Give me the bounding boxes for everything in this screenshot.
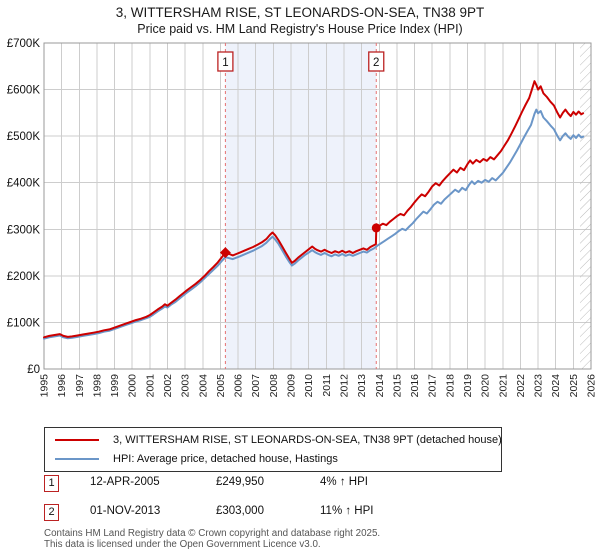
sale-date: 12-APR-2005 [90,476,160,488]
sale-annotation-row: 2 01-NOV-2013 £303,000 11% ↑ HPI [44,503,564,532]
sale-number-text-2: 2 [373,57,379,69]
sale-number-text-1: 1 [222,57,228,69]
x-tick-label: 2014 [374,374,386,398]
footer-line1: Contains HM Land Registry data © Crown c… [44,528,381,539]
price-paid-line [43,80,585,339]
y-tick-label: £600K [7,85,41,97]
x-tick-label: 2005 [215,374,227,398]
x-tick-label: 2019 [462,374,474,398]
sale-annotations: 1 12-APR-2005 £249,950 4% ↑ HPI 2 01-NOV-2013… [44,474,564,532]
legend-label: 3, WITTERSHAM RISE, ST LEONARDS-ON-SEA, … [113,433,502,446]
x-tick-label: 2003 [180,374,192,398]
x-tick-label: 2011 [321,374,333,397]
x-tick-label: 2016 [409,374,421,398]
x-tick-label: 2020 [480,374,492,398]
page-subtitle: Price paid vs. HM Land Registry's House … [137,22,463,36]
x-tick-label: 2026 [586,374,598,398]
y-tick-label: £0 [27,364,40,376]
x-tick-label: 2023 [533,374,545,398]
sale-number-box-2 [368,51,385,72]
x-tick-label: 2017 [427,374,439,398]
legend-item-0: 3, WITTERSHAM RISE, ST LEONARDS-ON-SEA, … [45,430,502,449]
y-tick-label: £300K [7,224,41,236]
sale-marker-1 [219,247,231,259]
x-tick-label: 2015 [391,374,403,398]
y-tick-label: £400K [7,178,41,190]
legend-swatch-icon [55,457,99,460]
y-tick-label: £200K [7,271,41,283]
plot-border [43,42,592,370]
sale-annotation-row: 1 12-APR-2005 £249,950 4% ↑ HPI [44,474,564,503]
y-tick-label: £700K [7,38,41,50]
hpi-line [43,108,585,340]
x-tick-label: 2010 [303,374,315,398]
ownership-period-band [225,43,377,369]
legend-swatch-icon [55,438,99,441]
price-history-chart: 1 2 £0 £100K £200K £300K £400K £500K £600K £700K 1… [7,38,598,398]
y-tick-label: £500K [7,131,41,143]
x-tick-label: 2000 [127,374,139,398]
x-tick-label: 2002 [162,374,174,398]
x-tick-label: 2008 [268,374,280,398]
sale-number-badge: 1 [44,475,59,492]
x-tick-label: 2009 [286,374,298,398]
chart-legend: 3, WITTERSHAM RISE, ST LEONARDS-ON-SEA, … [44,427,502,472]
x-tick-label: 2013 [356,374,368,398]
x-tick-label: 1995 [39,374,51,398]
footer-attribution: Contains HM Land Registry data © Crown c… [44,528,381,550]
x-tick-label: 1996 [56,374,68,398]
x-tick-label: 2018 [444,374,456,398]
future-hatch-region [580,43,591,369]
sale-date: 01-NOV-2013 [90,505,161,517]
footer-line2: This data is licensed under the Open Gov… [44,538,321,550]
y-tick-label: £100K [7,317,41,329]
sale-price: £249,950 [216,476,264,488]
x-tick-label: 1998 [91,374,103,398]
sale-hpi-delta: 4% ↑ HPI [320,476,368,488]
x-tick-label: 2007 [250,374,262,398]
x-tick-label: 2024 [550,374,562,398]
x-tick-label: 2022 [515,374,527,398]
sale-number-box-1 [217,51,234,72]
x-tick-label: 1997 [74,374,86,398]
x-tick-label: 2025 [568,374,580,398]
sale-hpi-delta: 11% ↑ HPI [320,505,374,517]
x-tick-label: 1999 [109,374,121,398]
sale-price: £303,000 [216,505,264,517]
sale-number-badge: 2 [44,504,59,521]
x-tick-label: 2006 [233,374,245,398]
sale-marker-2 [371,223,381,233]
legend-label: HPI: Average price, detached house, Hast… [113,452,338,465]
x-tick-label: 2004 [197,374,209,398]
x-tick-label: 2012 [338,374,350,398]
x-tick-label: 2001 [144,374,156,398]
legend-item-1: HPI: Average price, detached house, Hast… [45,449,501,468]
x-tick-label: 2021 [497,374,509,398]
page-title: 3, WITTERSHAM RISE, ST LEONARDS-ON-SEA, … [115,5,485,20]
